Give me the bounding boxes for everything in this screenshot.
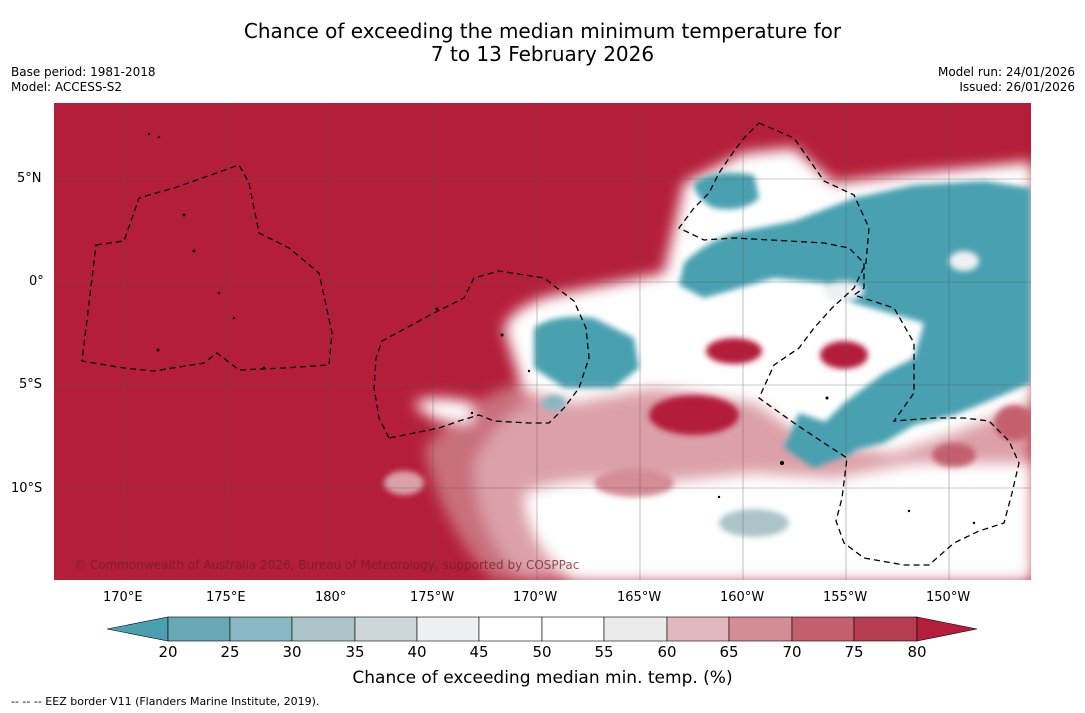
title-line-1: Chance of exceeding the median minimum t… [243,19,842,43]
lon-label-180: 180° [315,590,347,605]
title-line-2: 7 to 13 February 2026 [430,42,655,66]
copyright-notice: © Commonwealth of Australia 2026, Bureau… [74,558,580,572]
colorbar-cell-60-65 [666,616,730,642]
colorbar-label-55: 55 [594,643,614,661]
eez-borders [81,122,1020,566]
light-teal-patches [542,251,979,537]
lat-label-eq: 0° [29,274,44,289]
colorbar-label-65: 65 [719,643,739,661]
forecast-map [54,103,1031,580]
model-run: Model run: 24/01/2026 [937,65,1075,79]
colorbar-label-60: 60 [657,643,677,661]
colorbar-label-50: 50 [532,643,552,661]
lon-label-160w: 160°W [720,590,765,605]
colorbar-label-40: 40 [407,643,427,661]
colorbar-label-80: 80 [907,643,927,661]
lat-label-10s: 10°S [11,481,43,496]
lon-label-170e: 170°E [103,590,143,605]
colorbar-cell-25-30 [229,616,293,642]
colorbar [107,616,978,642]
chart-title: Chance of exceeding the median minimum t… [0,20,1085,66]
lon-label-175w: 175°W [410,590,455,605]
colorbar-label-30: 30 [282,643,302,661]
high-blobs [384,338,1031,497]
colorbar-label-25: 25 [220,643,240,661]
colorbar-cell-75-80 [853,616,918,642]
colorbar-label-45: 45 [469,643,489,661]
colorbar-cell-45-50 [478,616,543,642]
colorbar-label-75: 75 [844,643,864,661]
colorbar-cell-30-35 [291,616,356,642]
graticule [54,103,1031,580]
colorbar-label-20: 20 [158,643,178,661]
lat-label-5n: 5°N [17,171,42,186]
lon-label-155w: 155°W [823,590,868,605]
colorbar-cell-50-55 [541,616,605,642]
colorbar-title: Chance of exceeding median min. temp. (%… [352,668,733,688]
islands [147,132,976,525]
lon-label-150w: 150°W [926,590,971,605]
meta-left: Base period: 1981-2018 Model: ACCESS-S2 [11,65,156,95]
lon-label-170w: 170°W [513,590,558,605]
colorbar-low-extend [107,616,169,642]
colorbar-cell-70-75 [791,616,855,642]
colorbar-cell-65-70 [728,616,793,642]
colorbar-cell-40-45 [416,616,480,642]
eez-footnote: -- -- -- EEZ border V11 (Flanders Marine… [11,695,320,708]
issued-date: Issued: 26/01/2026 [959,80,1075,94]
base-period: Base period: 1981-2018 [11,65,156,79]
colorbar-high-extend [916,616,978,642]
meta-right: Model run: 24/01/2026 Issued: 26/01/2026 [938,65,1075,95]
colorbar-label-70: 70 [782,643,802,661]
lat-label-5s: 5°S [19,377,43,392]
colorbar-label-35: 35 [345,643,365,661]
colorbar-cell-55-60 [603,616,668,642]
lon-label-165w: 165°W [617,590,662,605]
lon-label-175e: 175°E [206,590,246,605]
colorbar-cell-20-25 [167,616,231,642]
model-name: Model: ACCESS-S2 [11,80,123,94]
colorbar-cell-35-40 [354,616,418,642]
